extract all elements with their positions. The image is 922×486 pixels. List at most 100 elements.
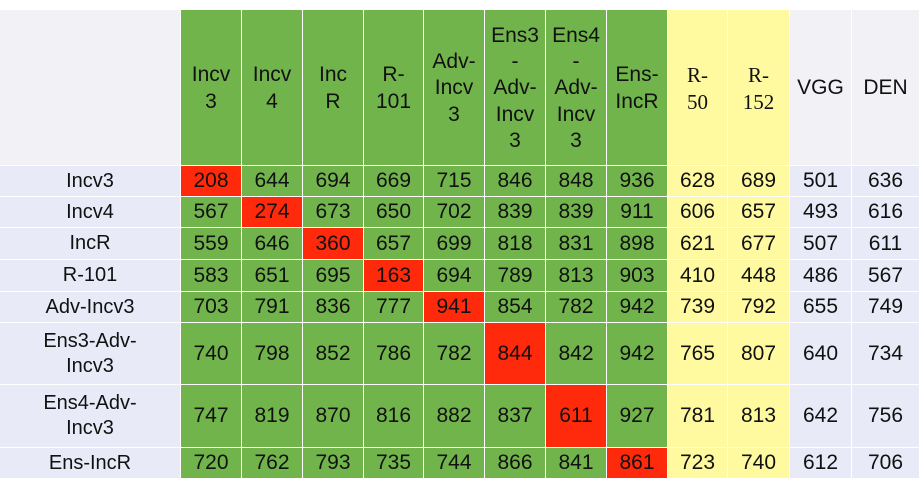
table-cell: 606 — [668, 197, 728, 228]
table-cell: 819 — [242, 385, 303, 448]
table-cell: 640 — [790, 323, 852, 385]
table-cell: 720 — [181, 448, 242, 479]
table-cell: 734 — [852, 323, 920, 385]
table-cell: 854 — [485, 292, 546, 323]
table-cell: 903 — [607, 260, 668, 292]
table-cell: 813 — [728, 385, 790, 448]
table-cell: 723 — [668, 448, 728, 479]
table-cell: 612 — [790, 448, 852, 479]
column-header: Adv- Incv 3 — [424, 10, 485, 166]
table-cell: 848 — [546, 166, 607, 197]
column-header: R- 101 — [364, 10, 424, 166]
table-cell: 789 — [485, 260, 546, 292]
row-label: Ens3-Adv- Incv3 — [0, 323, 181, 385]
table-cell: 567 — [181, 197, 242, 228]
table-cell: 942 — [607, 292, 668, 323]
table-cell: 669 — [364, 166, 424, 197]
table-cell: 852 — [303, 323, 364, 385]
table-cell: 702 — [424, 197, 485, 228]
table-cell: 650 — [364, 197, 424, 228]
table-cell: 735 — [364, 448, 424, 479]
table-cell: 807 — [728, 323, 790, 385]
table-cell: 208 — [181, 166, 242, 197]
table-cell: 651 — [242, 260, 303, 292]
table-cell: 695 — [303, 260, 364, 292]
column-header: Incv 3 — [181, 10, 242, 166]
row-label: Adv-Incv3 — [0, 292, 181, 323]
table-cell: 816 — [364, 385, 424, 448]
table-cell: 781 — [668, 385, 728, 448]
table-cell: 936 — [607, 166, 668, 197]
row-label: Ens-IncR — [0, 448, 181, 479]
table-cell: 706 — [852, 448, 920, 479]
table-cell: 846 — [485, 166, 546, 197]
corner-cell — [0, 10, 181, 166]
table-cell: 911 — [607, 197, 668, 228]
table-cell: 765 — [668, 323, 728, 385]
table-cell: 898 — [607, 228, 668, 260]
table-cell: 798 — [242, 323, 303, 385]
table-cell: 782 — [546, 292, 607, 323]
column-header: VGG — [790, 10, 852, 166]
table-cell: 942 — [607, 323, 668, 385]
table-cell: 646 — [242, 228, 303, 260]
table-cell: 747 — [181, 385, 242, 448]
column-header: R- 152 — [728, 10, 790, 166]
table-cell: 836 — [303, 292, 364, 323]
table-cell: 839 — [546, 197, 607, 228]
column-header: Incv 4 — [242, 10, 303, 166]
table-cell: 642 — [790, 385, 852, 448]
table-cell: 744 — [424, 448, 485, 479]
table-cell: 410 — [668, 260, 728, 292]
table-cell: 694 — [424, 260, 485, 292]
table-cell: 699 — [424, 228, 485, 260]
row-label: Incv4 — [0, 197, 181, 228]
table-cell: 644 — [242, 166, 303, 197]
column-header: Inc R — [303, 10, 364, 166]
table-cell: 793 — [303, 448, 364, 479]
table-cell: 861 — [607, 448, 668, 479]
table-cell: 842 — [546, 323, 607, 385]
table-cell: 621 — [668, 228, 728, 260]
column-header: Ens4 - Adv- Incv 3 — [546, 10, 607, 166]
table-cell: 677 — [728, 228, 790, 260]
column-header: Ens3 - Adv- Incv 3 — [485, 10, 546, 166]
table-cell: 486 — [790, 260, 852, 292]
table-cell: 694 — [303, 166, 364, 197]
table-cell: 818 — [485, 228, 546, 260]
table-cell: 841 — [546, 448, 607, 479]
table-cell: 715 — [424, 166, 485, 197]
table-cell: 756 — [852, 385, 920, 448]
table-cell: 559 — [181, 228, 242, 260]
table-cell: 448 — [728, 260, 790, 292]
column-header: DEN — [852, 10, 920, 166]
table-cell: 866 — [485, 448, 546, 479]
table-cell: 703 — [181, 292, 242, 323]
table-cell: 689 — [728, 166, 790, 197]
column-header: Ens- IncR — [607, 10, 668, 166]
table-cell: 501 — [790, 166, 852, 197]
table-cell: 611 — [546, 385, 607, 448]
table-cell: 507 — [790, 228, 852, 260]
table-cell: 567 — [852, 260, 920, 292]
table-cell: 927 — [607, 385, 668, 448]
table-cell: 782 — [424, 323, 485, 385]
table-cell: 628 — [668, 166, 728, 197]
table-cell: 657 — [728, 197, 790, 228]
column-header: R- 50 — [668, 10, 728, 166]
table-cell: 786 — [364, 323, 424, 385]
table-cell: 611 — [852, 228, 920, 260]
row-label: Ens4-Adv- Incv3 — [0, 385, 181, 448]
table-cell: 493 — [790, 197, 852, 228]
table-cell: 792 — [728, 292, 790, 323]
row-label: R-101 — [0, 260, 181, 292]
table-cell: 360 — [303, 228, 364, 260]
table-cell: 636 — [852, 166, 920, 197]
table-cell: 762 — [242, 448, 303, 479]
table-cell: 813 — [546, 260, 607, 292]
row-label: IncR — [0, 228, 181, 260]
table-cell: 657 — [364, 228, 424, 260]
table-cell: 831 — [546, 228, 607, 260]
table-cell: 882 — [424, 385, 485, 448]
table-cell: 740 — [181, 323, 242, 385]
